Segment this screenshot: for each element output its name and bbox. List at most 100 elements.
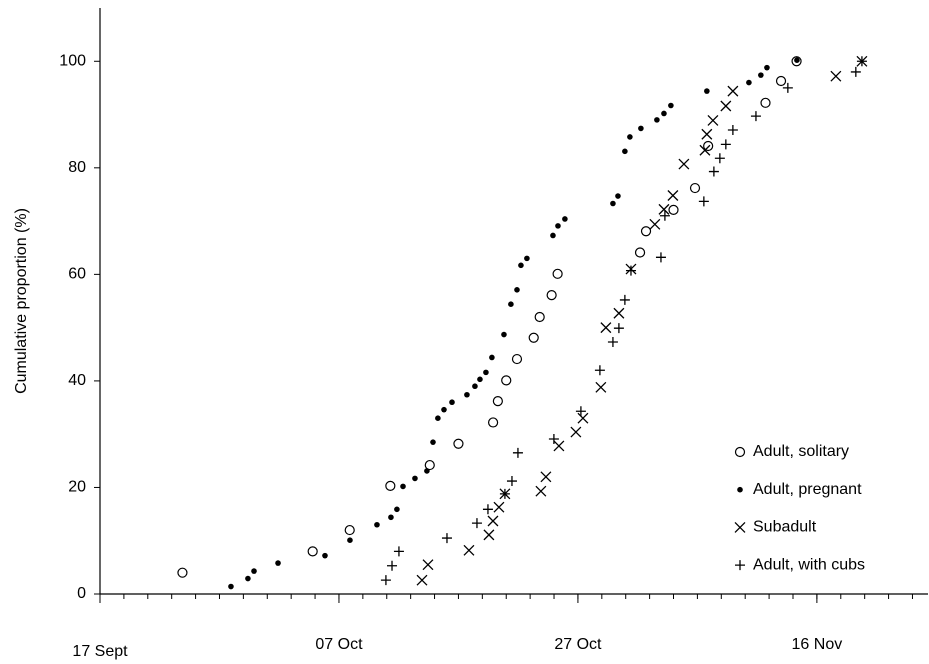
data-point <box>482 504 493 515</box>
data-point <box>540 471 552 483</box>
data-point <box>492 396 503 407</box>
data-point <box>489 354 495 361</box>
data-point <box>758 72 764 78</box>
data-point <box>518 262 524 269</box>
data-point <box>380 575 391 586</box>
data-point <box>613 307 625 319</box>
legend-label: Adult, pregnant <box>753 481 862 498</box>
data-point <box>600 322 612 334</box>
data-point <box>483 529 495 541</box>
data-point <box>435 415 441 422</box>
data-point <box>400 483 406 490</box>
data-point <box>535 485 547 497</box>
data-point <box>441 533 452 544</box>
data-point <box>575 406 586 417</box>
y-tick-label: 40 <box>68 372 86 389</box>
data-point <box>347 537 353 543</box>
data-point <box>506 476 517 487</box>
x-tick-label: 17 Sept <box>72 643 128 660</box>
data-point <box>487 515 499 527</box>
data-point <box>245 575 251 582</box>
data-point <box>512 447 523 458</box>
y-tick-label: 20 <box>68 479 86 496</box>
data-point <box>619 294 630 305</box>
data-point <box>625 265 636 276</box>
x-tick-label: 16 Nov <box>792 636 843 653</box>
data-point <box>850 66 861 77</box>
data-point <box>464 391 470 398</box>
data-point <box>344 524 355 536</box>
data-point <box>388 514 394 521</box>
data-point <box>714 153 725 164</box>
data-point <box>701 128 713 140</box>
data-point <box>699 144 711 156</box>
data-point <box>746 79 752 86</box>
data-point <box>552 268 563 279</box>
legend-marker <box>737 486 743 493</box>
y-tick-label: 0 <box>77 585 86 602</box>
data-point <box>511 353 523 365</box>
data-point <box>708 166 719 177</box>
data-point <box>534 311 545 323</box>
data-point <box>678 158 690 170</box>
data-point <box>374 521 380 528</box>
data-point <box>649 218 661 230</box>
data-point <box>393 546 404 557</box>
legend-marker <box>734 521 746 533</box>
data-point <box>856 56 867 67</box>
data-point <box>394 506 400 513</box>
data-point <box>594 365 605 376</box>
data-point <box>493 501 505 513</box>
data-point <box>430 439 436 445</box>
data-point <box>577 412 589 424</box>
data-point <box>441 406 447 413</box>
data-point <box>627 134 633 140</box>
legend-marker <box>734 446 746 458</box>
data-point <box>508 301 514 307</box>
data-point <box>704 88 710 94</box>
legend-marker <box>735 560 745 571</box>
data-point <box>727 124 738 135</box>
data-point <box>387 560 398 571</box>
data-point <box>750 111 761 122</box>
data-point <box>707 114 719 126</box>
x-tick-label: 07 Oct <box>315 636 363 653</box>
data-point <box>424 468 430 474</box>
data-point <box>307 546 318 557</box>
data-point <box>548 433 559 444</box>
data-point <box>698 196 709 207</box>
data-point <box>655 252 666 263</box>
data-point <box>764 64 770 71</box>
data-point <box>501 375 512 386</box>
data-point <box>562 216 568 222</box>
data-point <box>782 82 793 93</box>
data-point <box>659 210 670 221</box>
y-tick-label: 80 <box>68 159 86 176</box>
data-point <box>668 204 679 216</box>
data-point <box>703 140 714 152</box>
data-point <box>610 200 616 207</box>
data-point <box>416 574 428 586</box>
data-point <box>546 290 557 301</box>
data-point <box>689 182 701 194</box>
data-point <box>487 417 499 428</box>
data-point <box>667 190 679 201</box>
data-point <box>524 255 530 262</box>
data-point <box>595 381 607 393</box>
data-point <box>472 383 478 390</box>
data-point <box>727 85 739 97</box>
data-point <box>477 376 483 383</box>
data-point <box>640 226 652 237</box>
data-point <box>251 568 257 574</box>
y-tick-label: 100 <box>59 52 86 69</box>
data-point <box>720 139 731 150</box>
data-point <box>638 125 644 132</box>
data-point <box>570 426 582 438</box>
data-point <box>760 97 771 108</box>
data-point <box>449 399 455 406</box>
data-point <box>555 223 561 229</box>
data-point <box>830 70 842 82</box>
data-point <box>422 559 434 571</box>
data-point <box>453 438 464 449</box>
